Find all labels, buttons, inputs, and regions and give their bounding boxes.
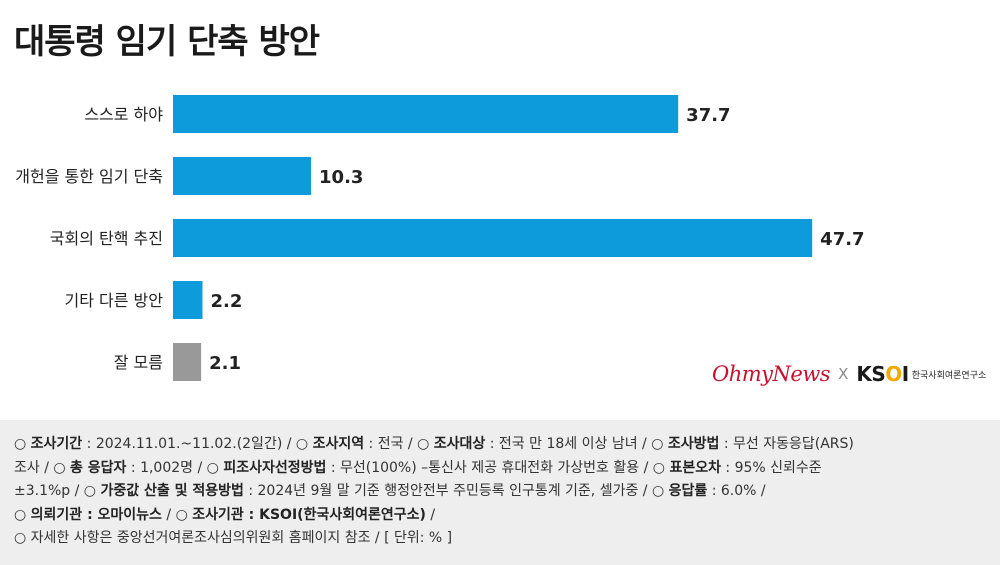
category-label: 개헌을 통한 임기 단축	[15, 167, 163, 186]
category-label: 잘 모름	[114, 353, 163, 372]
bar	[173, 157, 312, 195]
chart-title: 대통령 임기 단축 방안	[14, 22, 320, 62]
category-label: 국회의 탄핵 추진	[50, 229, 163, 248]
bar-chart: 스스로 하야 37.7 개헌을 통한 임기 단축 10.3 국회의 탄핵 추진 47.7 기…	[15, 95, 865, 381]
notes-line-5: ○ 자세한 사항은 중앙선거여론조사심의위원회 홈페이지 참조 / [ 단위: …	[14, 530, 453, 546]
value-label: 10.3	[319, 167, 363, 188]
category-label: 기타 다른 방안	[65, 291, 164, 310]
value-label: 2.1	[209, 353, 241, 374]
ksoi-logo-subtitle: 한국사회여론연구소	[911, 370, 987, 381]
notes-line-3: ±3.1%p / ○ 가중값 산출 및 적용방법 : 2024년 9월 말 기준…	[14, 483, 766, 499]
bar	[173, 219, 813, 257]
notes-line-4: ○ 의뢰기관 : 오마이뉴스 / ○ 조사기관 : KSOI(한국사회여론연구소…	[14, 506, 436, 523]
value-label: 2.2	[210, 291, 242, 312]
value-label: 47.7	[820, 229, 864, 250]
bar	[173, 281, 203, 319]
category-label: 스스로 하야	[84, 105, 163, 124]
brand-separator: X	[838, 365, 849, 383]
notes-line-1: ○ 조사기간 : 2024.11.01.~11.02.(2일간) / ○ 조사지…	[14, 436, 854, 452]
notes-line-2: 조사 / ○ 총 응답자 : 1,002명 / ○ 피조사자선정방법 : 무선(…	[14, 459, 822, 476]
ksoi-logo: KSOI	[856, 362, 909, 386]
survey-notes: ○ 조사기간 : 2024.11.01.~11.02.(2일간) / ○ 조사지…	[0, 420, 1000, 565]
ohmynews-logo: OhmyNews	[712, 362, 831, 386]
value-label: 37.7	[686, 105, 730, 126]
brand-logos: OhmyNews X KSOI 한국사회여론연구소	[712, 360, 986, 388]
bar	[173, 95, 679, 133]
bar	[173, 343, 202, 381]
